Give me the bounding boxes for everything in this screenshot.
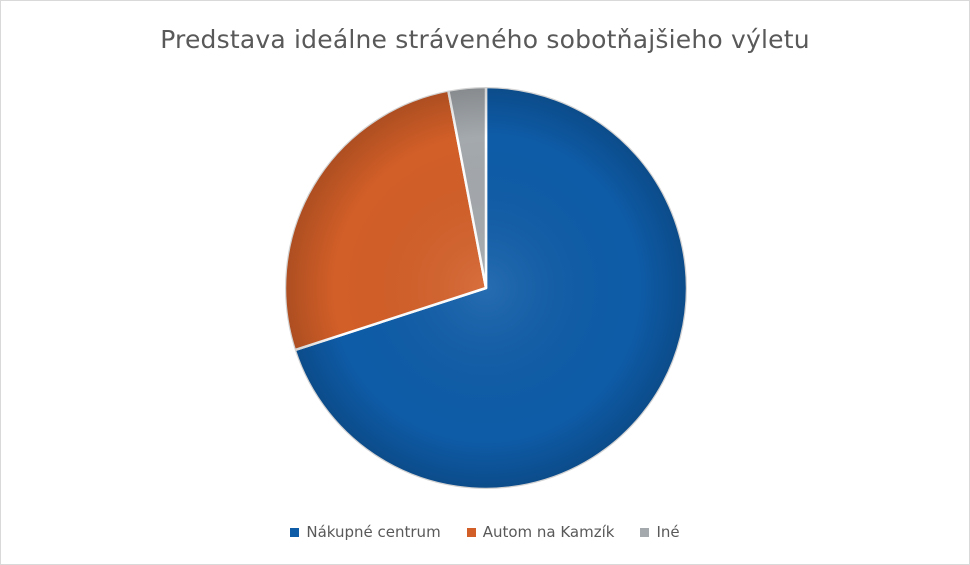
legend-swatch (640, 527, 650, 537)
legend-item-ine: Iné (640, 523, 680, 541)
legend-swatch (466, 527, 476, 537)
legend-item-nakupne-centrum: Nákupné centrum (290, 523, 441, 541)
legend-swatch (290, 527, 300, 537)
legend-label: Iné (656, 523, 680, 541)
legend-label: Autom na Kamzík (482, 523, 615, 541)
chart-legend: Nákupné centrum Autom na Kamzík Iné (1, 523, 969, 541)
legend-item-autom-na-kamzik: Autom na Kamzík (466, 523, 615, 541)
legend-label: Nákupné centrum (306, 523, 441, 541)
chart-title: Predstava ideálne stráveného sobotňajšie… (160, 25, 810, 54)
pie-slices (283, 85, 689, 491)
